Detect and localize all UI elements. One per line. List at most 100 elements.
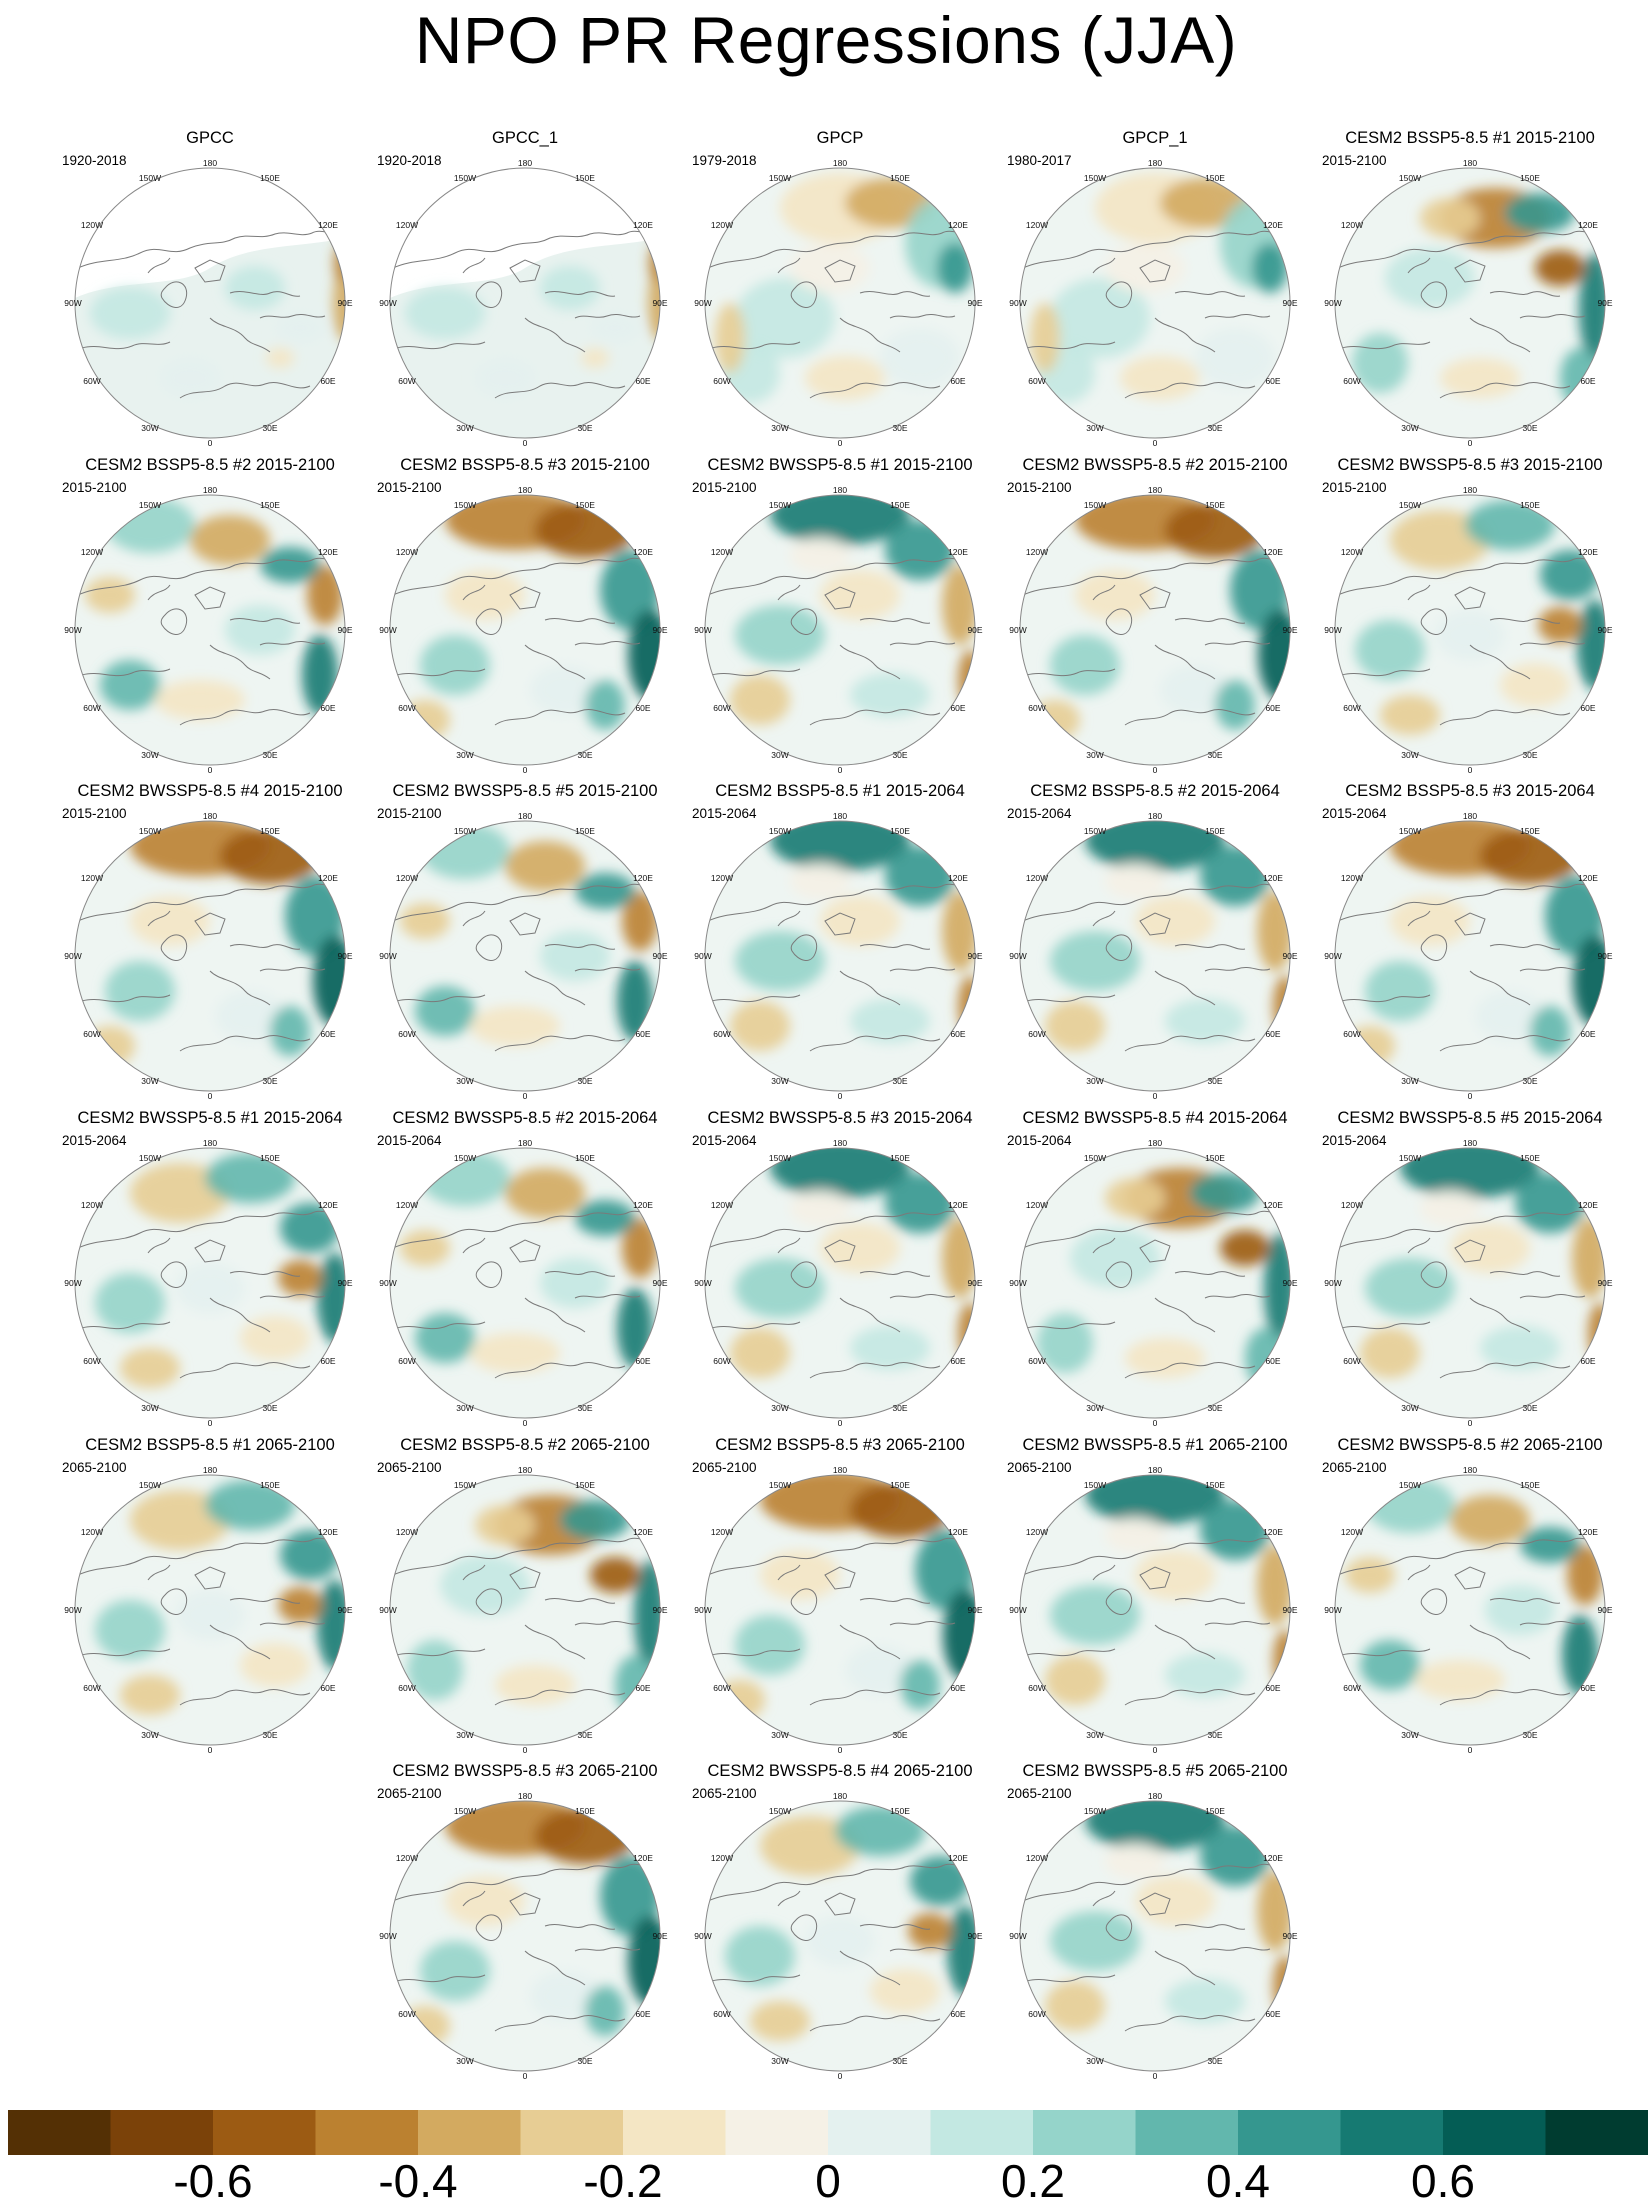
regression-anomaly [820, 1223, 900, 1273]
longitude-label: 30E [1207, 423, 1222, 433]
regression-anomaly [475, 358, 535, 398]
regression-anomaly [1420, 198, 1480, 238]
longitude-label: 30E [892, 1730, 907, 1740]
longitude-label: 30E [892, 1076, 907, 1086]
regression-anomaly [735, 1615, 805, 1675]
polar-map: 180 150E 120E 90E 60E 30E 0 30W 60W 90W 120W 150W [379, 158, 668, 448]
longitude-label: 120W [1026, 1853, 1048, 1863]
panel-title: CESM2 BSSP5-8.5 #2 2065-2100 [400, 1436, 650, 1454]
panel-title: CESM2 BWSSP5-8.5 #4 2065-2100 [707, 1762, 973, 1780]
longitude-label: 120E [633, 1527, 653, 1537]
regression-anomaly [947, 1906, 975, 1996]
longitude-label: 0 [838, 765, 843, 775]
longitude-label: 60E [1580, 703, 1595, 713]
longitude-label: 90W [379, 1931, 396, 1941]
longitude-label: 30W [771, 1076, 788, 1086]
polar-map: 180 150E 120E 90E 60E 30E 0 30W 60W 90W 120W 150W [64, 1138, 353, 1428]
longitude-label: 180 [518, 485, 532, 495]
longitude-label: 120E [318, 1527, 338, 1537]
longitude-label: 150W [139, 1153, 161, 1163]
regression-anomaly [333, 265, 345, 341]
colorbar-swatch [8, 2110, 111, 2155]
longitude-label: 90W [1324, 1278, 1341, 1288]
longitude-label: 120W [1341, 1200, 1363, 1210]
regression-anomaly [590, 1557, 640, 1593]
regression-anomaly [590, 313, 640, 343]
longitude-label: 180 [1148, 1138, 1162, 1148]
regression-anomaly [850, 673, 930, 717]
longitude-label: 180 [1463, 1465, 1477, 1475]
regression-anomaly [1045, 1981, 1105, 2031]
longitude-label: 150W [1399, 500, 1421, 510]
colorbar [8, 2110, 1648, 2155]
panel-period: 2015-2100 [1322, 153, 1387, 168]
map-panel: CESM2 BWSSP5-8.5 #3 2015-2064 2015-2064 18… [690, 980, 990, 1428]
coastlines [707, 883, 971, 1052]
longitude-label: 90E [1282, 951, 1297, 961]
longitude-label: 120E [1263, 220, 1283, 230]
longitude-label: 30W [1401, 423, 1418, 433]
longitude-label: 150E [890, 1806, 910, 1816]
regression-anomaly [1360, 1640, 1420, 1690]
map-panel: CESM2 BWSSP5-8.5 #5 2015-2100 2015-2100 18… [375, 653, 675, 1101]
coastlines [1022, 883, 1286, 1052]
longitude-label: 60W [1028, 703, 1045, 713]
regression-anomaly [205, 1480, 295, 1530]
map-panel: CESM2 BSSP5-8.5 #2 2065-2100 2065-2100 180… [375, 1307, 675, 1755]
map-boundary [1019, 494, 1291, 766]
map-boundary [1019, 167, 1291, 439]
map-panel: CESM2 BWSSP5-8.5 #1 2015-2064 2015-2064 18… [60, 980, 360, 1428]
regression-anomaly [760, 1550, 840, 1600]
longitude-label: 150E [1205, 173, 1225, 183]
longitude-label: 150W [1084, 1806, 1106, 1816]
regression-anomaly [885, 1173, 955, 1233]
coastlines [707, 1863, 971, 2032]
regression-anomaly [1165, 999, 1245, 1043]
regression-anomaly [1050, 931, 1140, 991]
regression-anomaly [1165, 1653, 1245, 1697]
map-panel: CESM2 BSSP5-8.5 #1 2015-2064 2015-2064 180… [690, 653, 990, 1101]
regression-anomaly [715, 303, 745, 373]
longitude-label: 150E [260, 173, 280, 183]
regression-anomaly [505, 841, 585, 891]
longitude-label: 120E [948, 873, 968, 883]
map-boundary [389, 494, 661, 766]
coastlines [392, 1210, 656, 1379]
longitude-label: 0 [838, 438, 843, 448]
longitude-label: 150E [575, 1806, 595, 1816]
longitude-label: 60E [950, 1683, 965, 1693]
panel-title: CESM2 BWSSP5-8.5 #3 2065-2100 [392, 1762, 658, 1780]
longitude-label: 90W [64, 951, 81, 961]
regression-anomaly [1345, 1557, 1395, 1593]
longitude-label: 150E [575, 173, 595, 183]
longitude-label: 30E [892, 1403, 907, 1413]
longitude-label: 150E [260, 500, 280, 510]
regression-anomaly [1465, 500, 1555, 550]
longitude-label: 60W [83, 1029, 100, 1039]
longitude-label: 120E [633, 547, 653, 557]
longitude-label: 30W [1401, 1076, 1418, 1086]
longitude-label: 150E [1205, 500, 1225, 510]
map-boundary [704, 820, 976, 1092]
longitude-label: 0 [1153, 2071, 1158, 2081]
polar-map: 180 150E 120E 90E 60E 30E 0 30W 60W 90W 120W 150W [694, 1138, 983, 1428]
regression-anomaly [535, 502, 635, 558]
longitude-label: 90W [694, 1278, 711, 1288]
regression-anomaly [1258, 610, 1290, 700]
longitude-label: 150W [1084, 500, 1106, 510]
coastlines [77, 557, 341, 726]
regression-anomaly [278, 1260, 322, 1296]
longitude-label: 0 [838, 2071, 843, 2081]
longitude-label: 90E [652, 951, 667, 961]
longitude-label: 0 [208, 765, 213, 775]
regression-anomaly [622, 1218, 658, 1278]
regression-anomaly [820, 570, 900, 620]
regression-anomaly [1530, 1006, 1570, 1056]
longitude-label: 0 [1153, 438, 1158, 448]
map-boundary [704, 1147, 976, 1419]
longitude-label: 30E [262, 423, 277, 433]
regression-anomaly [805, 1916, 875, 1966]
longitude-label: 60W [1343, 1683, 1360, 1693]
longitude-label: 150E [260, 1153, 280, 1163]
regression-anomaly [730, 1328, 790, 1378]
